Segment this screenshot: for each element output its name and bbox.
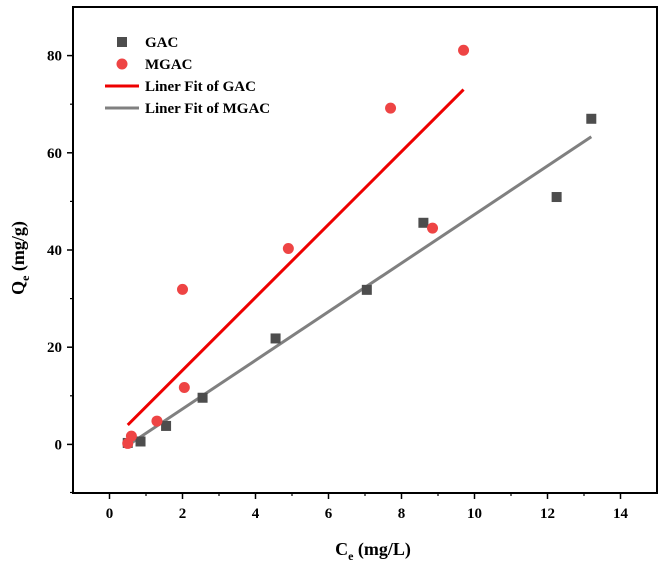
mgac-point (427, 222, 439, 234)
legend-circle-marker (116, 58, 128, 70)
y-axis-ticks: 0 20 40 60 80 (47, 49, 73, 494)
gac-point (586, 113, 597, 124)
mgac-point (151, 415, 163, 427)
x-tick-label: 0 (106, 506, 114, 522)
series-layer (122, 44, 597, 449)
mgac-point (282, 243, 294, 255)
x-tick-label: 12 (540, 506, 555, 522)
y-axis-title: Qe (mg/g) (8, 221, 32, 295)
legend-label: Liner Fit of MGAC (145, 101, 270, 117)
gac-point (270, 333, 281, 344)
gac-point (418, 217, 429, 228)
legend: GAC MGAC Liner Fit of GAC Liner Fit of MGAC (105, 35, 270, 117)
gac-point (361, 284, 372, 295)
x-tick-label: 10 (467, 506, 482, 522)
mgac-point (458, 44, 470, 56)
y-tick-label: 60 (47, 146, 62, 162)
fit-line-mgac (126, 135, 593, 447)
x-axis-ticks: 0 2 4 6 8 10 12 14 (106, 493, 629, 522)
gac-point (135, 436, 146, 447)
y-tick-label: 20 (47, 340, 62, 356)
x-tick-label: 6 (325, 506, 333, 522)
y-tick-label: 40 (47, 243, 62, 259)
legend-square-marker (117, 37, 127, 47)
fit-line-gac (126, 88, 465, 427)
mgac-point (125, 430, 137, 442)
mgac-point (178, 382, 190, 394)
x-tick-label: 14 (613, 506, 629, 522)
gac-point (551, 192, 562, 203)
gac-point (197, 392, 208, 403)
mgac-point (385, 102, 397, 114)
gac-point (161, 420, 172, 431)
x-axis-title: Ce (mg/L) (335, 539, 411, 563)
x-tick-label: 4 (252, 506, 260, 522)
mgac-point (177, 283, 188, 295)
y-tick-label: 0 (55, 437, 63, 453)
legend-label: MGAC (145, 57, 193, 73)
y-tick-label: 80 (47, 49, 62, 65)
x-tick-label: 8 (398, 506, 406, 522)
legend-label: Liner Fit of GAC (145, 79, 256, 95)
legend-label: GAC (145, 35, 178, 51)
x-tick-label: 2 (179, 506, 187, 522)
